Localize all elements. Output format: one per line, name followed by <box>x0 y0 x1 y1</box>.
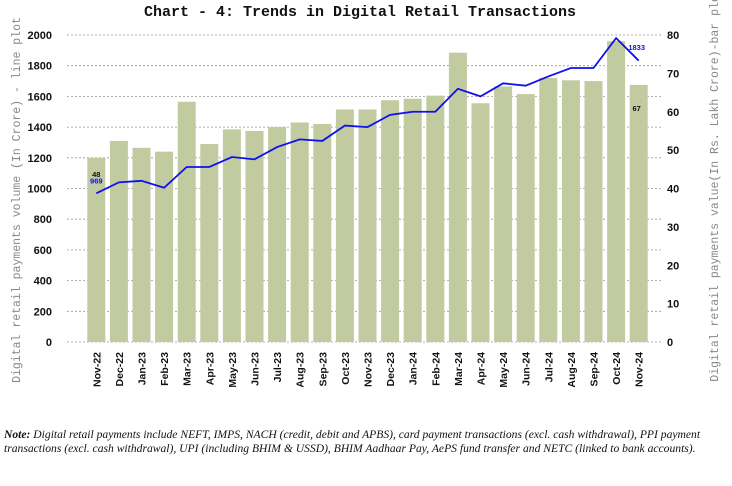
first-line-label: 969 <box>90 177 103 186</box>
x-tick-label: Jun-24 <box>521 352 533 386</box>
x-tick-label: Jan-24 <box>408 352 420 385</box>
left-tick-label: 1200 <box>28 153 52 165</box>
right-tick-label: 60 <box>667 107 679 119</box>
combo-chart: Chart - 4: Trends in Digital Retail Tran… <box>11 0 722 388</box>
left-tick-label: 200 <box>34 306 52 318</box>
right-tick-label: 0 <box>667 337 673 349</box>
x-tick-label: Mar-24 <box>453 352 465 386</box>
bar-Oct-23 <box>335 109 354 342</box>
left-tick-label: 1600 <box>28 91 52 103</box>
bar-Dec-23 <box>381 100 400 342</box>
x-tick-label: Feb-23 <box>159 352 171 386</box>
left-axis-label: Digital retail payments volume (In Crore… <box>11 17 24 383</box>
bar-Jun-23 <box>245 130 264 342</box>
right-tick-label: 50 <box>667 145 679 157</box>
left-tick-label: 1000 <box>28 184 52 196</box>
bar-Mar-23 <box>177 101 196 343</box>
x-tick-label: Mar-23 <box>182 352 194 386</box>
right-tick-label: 10 <box>667 299 679 311</box>
x-tick-label: Aug-24 <box>566 352 578 388</box>
bar-Jan-24 <box>403 98 422 342</box>
x-tick-label: Jun-23 <box>250 352 262 386</box>
first-bar-label: 48 <box>92 170 100 179</box>
bar-Nov-22 <box>87 157 106 342</box>
bar-Jul-24 <box>539 77 558 342</box>
x-tick-label: Sep-24 <box>589 352 601 387</box>
x-tick-label: Jan-23 <box>137 352 149 385</box>
x-tick-label: Dec-23 <box>385 352 397 387</box>
bar-Sep-24 <box>584 81 603 343</box>
x-tick-label: Oct-24 <box>611 352 623 385</box>
left-tick-label: 1800 <box>28 61 52 73</box>
bar-Nov-23 <box>358 109 377 342</box>
bar-May-24 <box>494 86 513 342</box>
bar-Jul-23 <box>268 127 287 342</box>
right-tick-label: 20 <box>667 260 679 272</box>
bar-Aug-24 <box>561 80 580 342</box>
x-tick-label: Apr-23 <box>204 352 216 385</box>
footnote: Note: Digital retail payments include NE… <box>4 428 728 456</box>
left-tick-label: 800 <box>34 214 52 226</box>
x-tick-label: Nov-23 <box>363 352 375 387</box>
bar-Apr-23 <box>200 143 219 342</box>
right-tick-label: 80 <box>667 30 679 42</box>
x-tick-label: Jul-23 <box>272 352 284 383</box>
right-tick-label: 40 <box>667 184 679 196</box>
bar-Apr-24 <box>471 103 490 343</box>
x-tick-label: May-23 <box>227 352 239 388</box>
x-tick-label: Apr-24 <box>476 352 488 385</box>
left-tick-label: 1400 <box>28 122 52 134</box>
left-tick-label: 0 <box>46 337 52 349</box>
x-tick-label: Sep-23 <box>317 352 329 387</box>
bar-Jan-23 <box>132 147 151 342</box>
bar-Feb-24 <box>426 95 445 342</box>
left-tick-label: 2000 <box>28 30 52 42</box>
bar-Jun-24 <box>516 94 535 342</box>
right-tick-label: 70 <box>667 68 679 80</box>
x-tick-label: Jul-24 <box>543 352 555 383</box>
x-tick-label: Dec-22 <box>114 352 126 387</box>
x-tick-label: Aug-23 <box>295 352 307 388</box>
bar-Dec-22 <box>109 140 128 342</box>
right-axis-label: Digital retail payments value(In Rs. Lak… <box>709 0 722 382</box>
bar-Aug-23 <box>290 122 309 343</box>
bar-Feb-23 <box>155 151 174 342</box>
x-tick-label: May-24 <box>498 352 510 388</box>
bar-Oct-24 <box>607 41 626 342</box>
x-tick-label: Oct-23 <box>340 352 352 385</box>
last-bar-label: 67 <box>633 104 641 113</box>
bar-Sep-23 <box>313 124 332 342</box>
note-text: Digital retail payments include NEFT, IM… <box>4 428 701 455</box>
bar-Nov-24 <box>629 84 648 342</box>
note-label: Note: <box>4 428 31 441</box>
x-tick-label: Nov-24 <box>634 352 646 387</box>
right-tick-label: 30 <box>667 222 679 234</box>
last-line-label: 1833 <box>628 43 645 52</box>
bar-Mar-24 <box>448 52 467 343</box>
left-tick-label: 600 <box>34 245 52 257</box>
bar-May-23 <box>222 129 241 342</box>
x-tick-label: Nov-22 <box>91 352 103 387</box>
chart-title: Chart - 4: Trends in Digital Retail Tran… <box>144 4 576 21</box>
left-tick-label: 400 <box>34 276 52 288</box>
x-tick-label: Feb-24 <box>430 352 442 386</box>
